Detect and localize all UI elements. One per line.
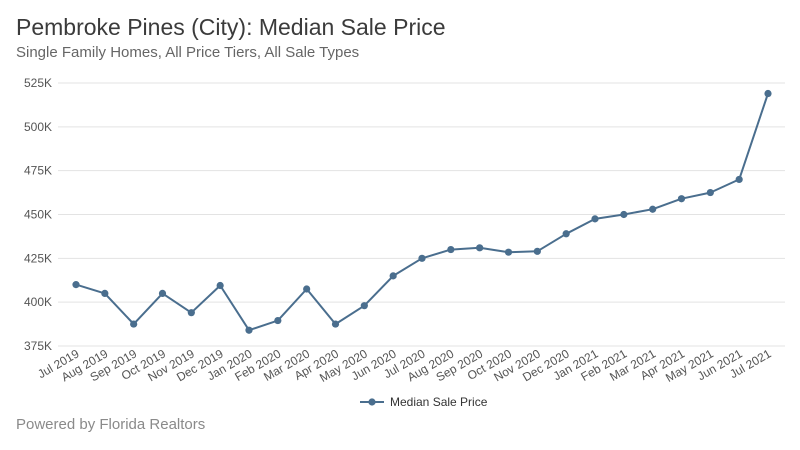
chart-subtitle: Single Family Homes, All Price Tiers, Al…: [16, 44, 360, 61]
data-point: [389, 272, 397, 280]
y-axis: 375K 400K 425K 450K 475K 500K 525K: [24, 76, 52, 353]
y-tick-label: 450K: [24, 208, 52, 222]
data-point: [533, 247, 541, 255]
data-point: [706, 188, 714, 197]
data-point: [274, 316, 282, 325]
series-line: [75, 93, 769, 332]
y-tick-label: 375K: [24, 339, 52, 353]
data-point: [187, 309, 195, 317]
data-point: [216, 281, 224, 290]
data-point: [476, 244, 484, 252]
data-point: [101, 289, 109, 297]
footer-credit: Powered by Florida Realtors: [16, 416, 206, 433]
chart-title: Pembroke Pines (City): Median Sale Price: [16, 14, 446, 40]
data-point: [130, 320, 138, 328]
data-point: [360, 302, 368, 310]
series-median-sale-price: [72, 89, 772, 334]
legend-label: Median Sale Price: [390, 395, 488, 409]
legend-marker: [368, 398, 376, 406]
data-point: [677, 195, 686, 203]
data-point: [764, 89, 772, 98]
data-point: [735, 175, 743, 184]
grid-lines: [58, 82, 785, 347]
data-point: [649, 205, 657, 213]
y-tick-label: 425K: [24, 251, 52, 265]
legend[interactable]: Median Sale Price: [360, 395, 488, 409]
data-point: [245, 326, 253, 334]
data-point: [72, 281, 80, 289]
y-tick-label: 475K: [24, 164, 52, 178]
y-tick-label: 400K: [24, 295, 52, 309]
data-point: [504, 248, 513, 256]
data-point: [620, 210, 628, 219]
data-point: [447, 245, 455, 254]
data-point: [303, 285, 311, 293]
data-point: [418, 254, 426, 262]
y-tick-label: 525K: [24, 76, 52, 90]
data-point: [562, 230, 570, 238]
data-point: [591, 215, 599, 223]
data-point: [158, 289, 167, 297]
data-point: [331, 320, 340, 328]
y-tick-label: 500K: [24, 120, 52, 134]
